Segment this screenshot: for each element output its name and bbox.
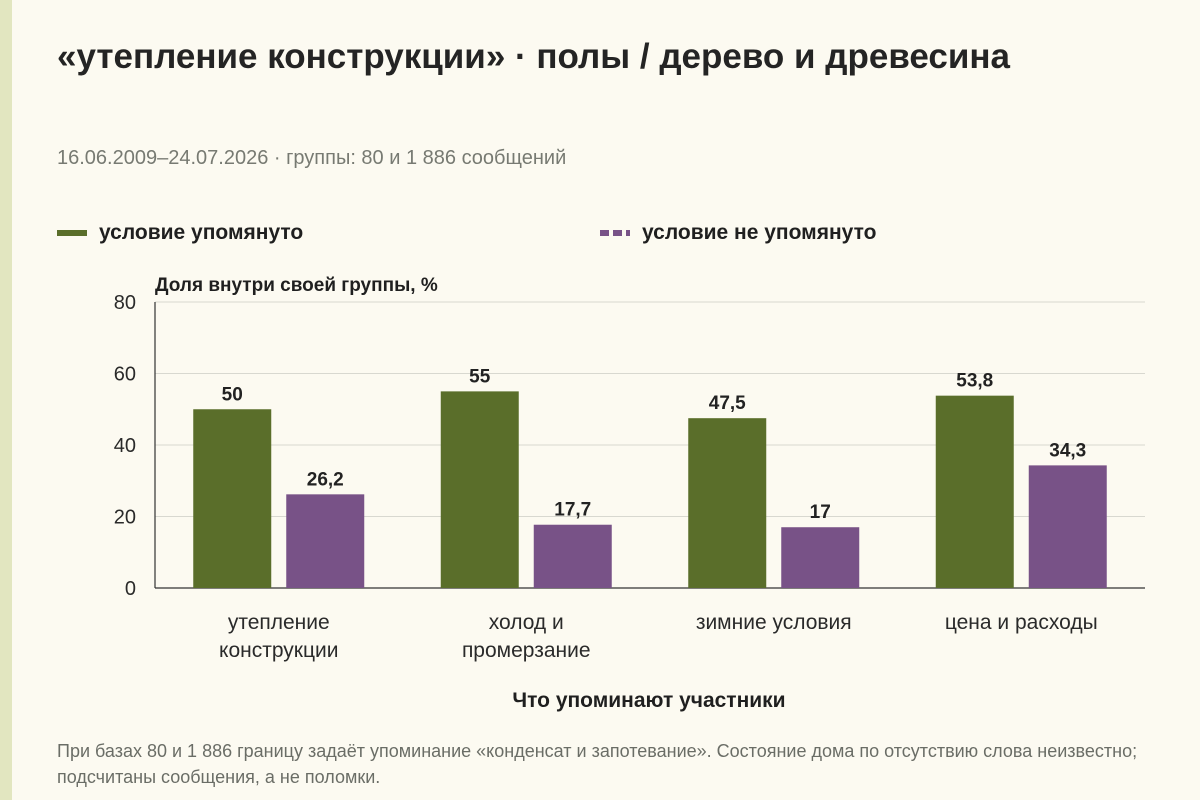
chart-subtitle: 16.06.2009–24.07.2026 · группы: 80 и 1 8… [57,147,567,169]
bar [533,524,612,588]
legend-swatch-dashed [600,230,630,236]
data-label: 34,3 [1049,440,1086,461]
legend-swatch-solid [57,230,87,236]
y-tick-label: 40 [114,435,136,457]
chart-title: «утепление конструкции» · полы / дерево … [57,37,1010,76]
legend-item-mentioned: условие упомянуто [57,219,303,247]
x-tick-label: промерзание [462,639,591,662]
left-accent-strip [0,0,12,800]
y-tick-label: 80 [114,292,136,314]
data-label: 17 [810,502,831,523]
data-label: 47,5 [709,393,746,414]
bar [286,494,365,588]
x-tick-label: утепление [228,611,330,634]
x-tick-label: конструкции [219,639,338,662]
x-tick-label: цена и расходы [945,611,1098,634]
y-tick-label: 20 [114,507,136,529]
x-axis-label: Что упоминают участники [512,689,785,712]
legend-label-mentioned: условие упомянуто [99,221,304,244]
legend-item-not-mentioned: условие не упомянуто [600,219,876,247]
data-label: 26,2 [307,469,344,490]
legend-label-not-mentioned: условие не упомянуто [642,221,877,244]
bar [193,409,272,588]
x-tick-label: зимние условия [696,611,852,634]
bar [935,395,1014,588]
data-label: 50 [222,384,243,405]
bar [440,391,519,588]
bar-chart: 0 20 40 60 80 Доля внутри своей группы, % 50 26… [114,275,1145,712]
y-axis-label: Доля внутри своей группы, % [155,275,438,296]
data-label: 53,8 [956,371,993,392]
data-label: 17,7 [554,500,591,521]
data-label: 55 [469,366,491,387]
x-tick-label: холод и [489,611,564,634]
y-tick-label: 60 [114,364,136,386]
bar [1028,465,1107,588]
footnote: При базах 80 и 1 886 границу задаёт упом… [57,741,1138,787]
y-tick-label: 0 [125,578,136,600]
bar [688,418,767,588]
bar [781,527,860,588]
